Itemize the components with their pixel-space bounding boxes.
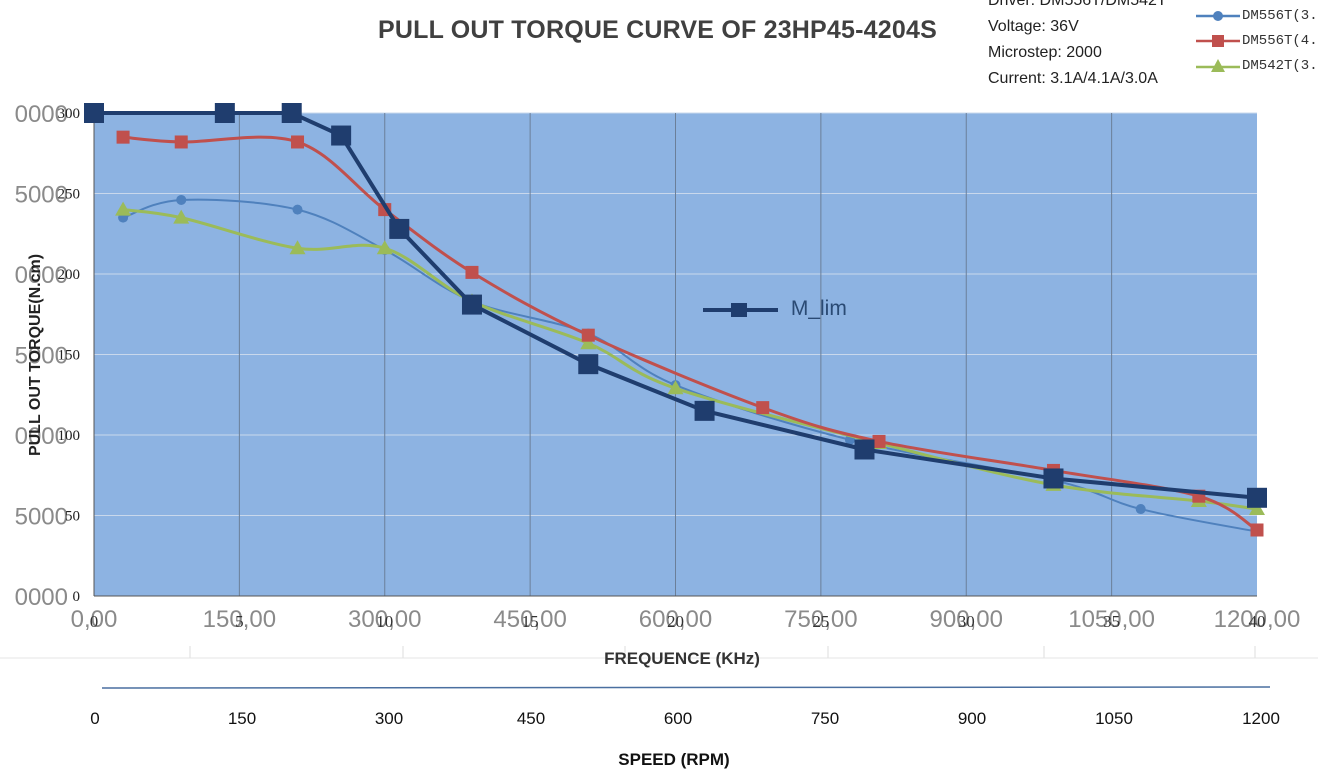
data-point-dm556t-4 [116, 130, 130, 144]
ghost-y-tick-label: 0000 [15, 423, 68, 450]
data-point-m-lim [331, 125, 352, 146]
legend-label: DM556T(4. [1242, 33, 1318, 49]
x-tick-label: 15 [522, 612, 539, 631]
ghost-x-tick-label: 0,00 [71, 606, 118, 633]
mlim-label-text: M_lim [790, 297, 847, 320]
mlim-legend-marker [731, 303, 747, 317]
chart-title: PULL OUT TORQUE CURVE OF 23HP45-4204S [378, 16, 937, 44]
chart-info-box: Driver: DM556T/DM542T Voltage: 36V Micro… [988, 0, 1167, 92]
x-tick-label: 10 [376, 612, 393, 631]
info-current: Current: 3.1A/4.1A/3.0A [988, 70, 1158, 87]
data-point-dm556t-4 [1250, 523, 1264, 537]
ghost-y-tick-label: 0000 [15, 101, 68, 128]
x-tick-label: 30 [958, 612, 975, 631]
data-point-m-lim [281, 103, 302, 123]
speed-tick-label: 450 [516, 709, 546, 728]
data-point-dm542t-3 [376, 240, 393, 255]
speed-tick-label: 900 [957, 709, 987, 728]
y-axis-label: PULL OUT TORQUE(N.cm) [27, 253, 44, 457]
y-tick-label: 150 [58, 348, 81, 364]
y-tick-label: 300 [58, 106, 81, 122]
ghost-x-tick-label: 300,00 [348, 606, 421, 633]
ghost-x-tick-label: 1050,00 [1068, 606, 1155, 633]
ghost-x-tick-label: 750,00 [784, 606, 857, 633]
ghost-y-tick-label: 0000 [15, 262, 68, 289]
data-point-m-lim [1247, 487, 1267, 508]
data-point-dm556t-3 [176, 194, 187, 205]
speed-tick-label: 750 [810, 709, 840, 728]
speed-tick-label: 300 [374, 709, 404, 728]
data-point-dm556t-4 [756, 401, 770, 415]
legend-marker-square-icon [1196, 35, 1240, 47]
legend-marker-circle-icon [1196, 11, 1240, 21]
speed-tick-label: 1050 [1095, 709, 1133, 728]
x-tick-label: 20 [667, 612, 684, 631]
data-point-m-lim [389, 218, 410, 239]
speed-tick-label: 150 [227, 709, 257, 728]
data-point-m-lim [694, 400, 715, 421]
mlim-label: M_lim [785, 297, 847, 321]
data-point-m-lim [578, 354, 599, 375]
ghost-x-tick-label: 1200,00 [1214, 606, 1301, 633]
ghost-y-tick-label: 5000 [15, 504, 68, 531]
data-point-dm542t-3 [173, 209, 190, 224]
data-point-dm542t-3 [580, 335, 597, 350]
legend-label: DM542T(3. [1242, 58, 1318, 74]
x-tick-label: 35 [1103, 612, 1120, 631]
x-tick-label: 40 [1249, 612, 1266, 631]
ghost-y-tick-label: 0000 [15, 584, 68, 611]
data-point-dm556t-4 [581, 328, 595, 342]
data-point-m-lim [84, 103, 104, 123]
ghost-y-tick-label: 5000 [15, 182, 68, 209]
x-tick-label: 5 [235, 612, 244, 631]
info-microstep: Microstep: 2000 [988, 44, 1102, 61]
legend-label: DM556T(3. [1242, 8, 1318, 24]
speed-axis-label: SPEED (RPM) [618, 750, 730, 769]
data-point-dm542t-3 [667, 380, 684, 395]
data-point-m-lim [214, 103, 235, 123]
data-point-dm556t-3 [292, 204, 303, 215]
speed-tick-label: 1200 [1242, 709, 1280, 728]
ghost-x-tick-label: 900,00 [930, 606, 1003, 633]
data-point-dm542t-3 [1249, 501, 1265, 516]
y-tick-label: 200 [58, 267, 81, 283]
data-point-m-lim [854, 439, 875, 460]
y-tick-label: 50 [65, 509, 80, 525]
ghost-y-tick-label: 5000 [15, 343, 68, 370]
speed-tick-label: 0 [90, 709, 100, 728]
y-tick-label: 100 [58, 428, 81, 444]
x-tick-label: 0 [90, 612, 99, 631]
data-point-dm556t-4 [291, 135, 305, 149]
data-point-dm556t-4 [872, 434, 886, 448]
data-point-dm556t-3 [1135, 504, 1146, 515]
ghost-x-tick-label: 600,00 [639, 606, 712, 633]
data-point-m-lim [1043, 468, 1064, 489]
data-point-dm556t-4 [174, 135, 188, 149]
legend-marker-triangle-icon [1196, 59, 1240, 72]
data-point-dm556t-4 [465, 265, 479, 279]
speed-axis-line [101, 686, 1271, 689]
x-tick-label: 25 [812, 612, 829, 631]
ghost-x-tick-label: 150,00 [203, 606, 276, 633]
speed-tick-label: 600 [663, 709, 693, 728]
x-axis-label: FREQUENCE (KHz) [604, 649, 760, 668]
data-point-dm542t-3 [115, 201, 132, 216]
y-tick-label: 250 [58, 187, 81, 203]
data-point-m-lim [461, 294, 482, 315]
data-point-dm542t-3 [289, 240, 306, 255]
info-voltage: Voltage: 36V [988, 18, 1079, 35]
y-tick-label: 0 [73, 589, 81, 605]
ghost-x-tick-label: 450,00 [493, 606, 566, 633]
info-driver: Driver: DM556T/DM542T [988, 0, 1167, 9]
